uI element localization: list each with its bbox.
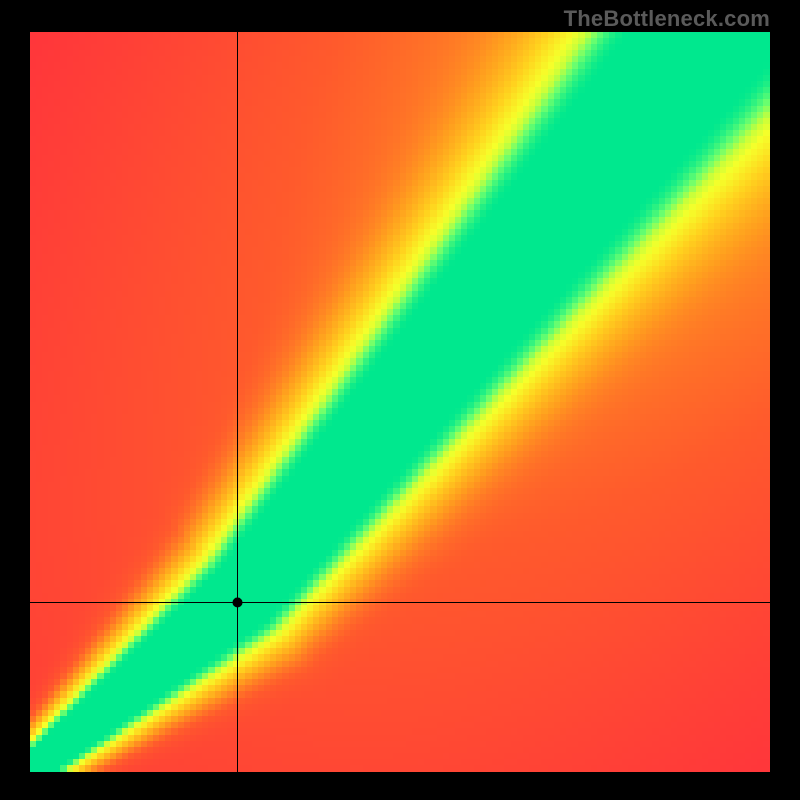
plot-area xyxy=(30,32,770,772)
heatmap-canvas xyxy=(30,32,770,772)
chart-frame: TheBottleneck.com xyxy=(0,0,800,800)
watermark-text: TheBottleneck.com xyxy=(564,6,770,32)
